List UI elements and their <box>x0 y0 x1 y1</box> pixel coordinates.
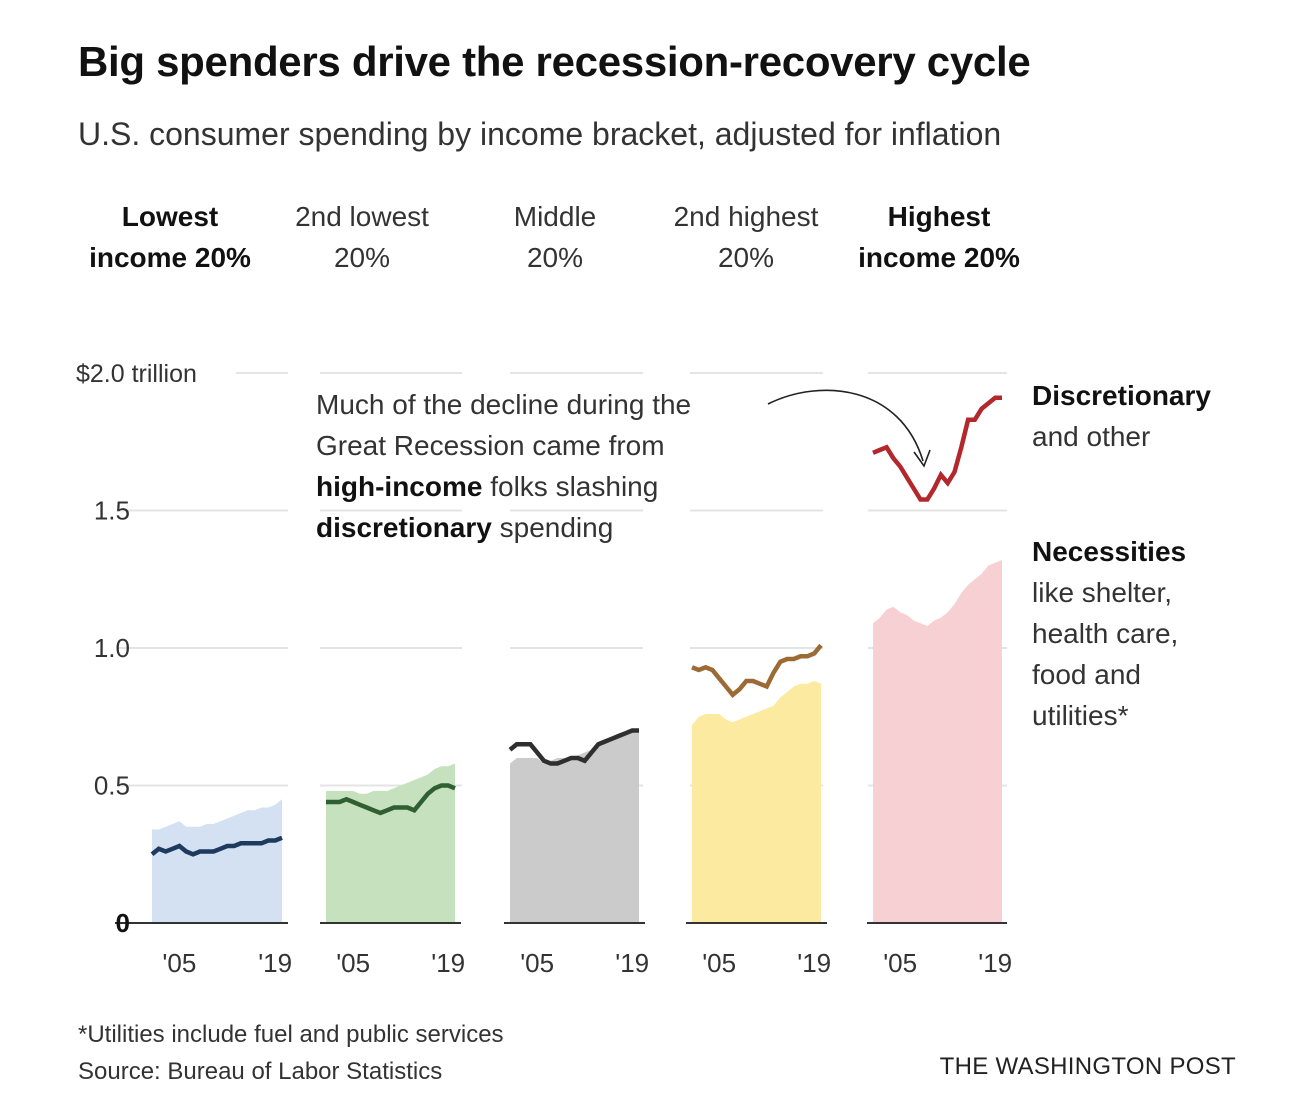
chart-title: Big spenders drive the recession-recover… <box>78 38 1031 85</box>
legend-necessities-line: utilities* <box>1032 700 1129 731</box>
legend-necessities-line: like shelter, <box>1032 577 1173 608</box>
necessities-area <box>873 560 1002 923</box>
annotation-bold-high-income: high-income <box>316 471 483 502</box>
legend-necessities-line: health care, <box>1032 618 1179 649</box>
total-spending-line <box>150 835 283 857</box>
annotation-line-4: discretionary spending <box>316 507 691 548</box>
annotation-line-4-rest: spending <box>491 512 614 543</box>
annotation-line-1: Much of the decline during the <box>316 389 692 420</box>
source-line: Source: Bureau of Labor Statistics <box>78 1058 443 1085</box>
legend-necessities-line: food and <box>1032 659 1141 690</box>
x-tick-label: '05 <box>336 948 370 978</box>
necessities-area <box>152 799 282 923</box>
x-tick-label: '19 <box>431 948 465 978</box>
panel-4: '05 '19 <box>686 643 831 978</box>
chart-subtitle: U.S. consumer spending by income bracket… <box>78 116 1002 152</box>
column-header-line-2: income 20% <box>89 242 251 273</box>
column-header-2: 2nd lowest 20% <box>252 196 472 278</box>
annotation-arrowhead <box>913 449 931 468</box>
y-tick-label: $2.0 trillion <box>76 360 197 388</box>
column-header-line-1: 2nd lowest <box>295 201 429 232</box>
panel-1: '05 '19 <box>115 799 292 978</box>
x-tick-label: '05 <box>883 948 917 978</box>
x-tick-label: '19 <box>797 948 831 978</box>
x-tick-label: '19 <box>615 948 649 978</box>
publisher-credit: THE WASHINGTON POST <box>939 1053 1236 1080</box>
annotation-line-3: high-income folks slashing <box>316 466 691 507</box>
total-spending-line <box>326 783 456 816</box>
recession-annotation: Much of the decline during the Great Rec… <box>316 384 691 548</box>
x-tick-label: '19 <box>258 948 292 978</box>
column-header-line-1: Middle <box>513 201 597 232</box>
column-header-line-2: 20% <box>333 242 391 273</box>
annotation-arrow <box>767 389 924 462</box>
x-tick-label: '05 <box>702 948 736 978</box>
column-header-line-2: income 20% <box>858 242 1020 273</box>
column-header-3: Middle 20% <box>445 196 665 278</box>
column-header-line-2: 20% <box>717 242 775 273</box>
panel-3: '05 '19 <box>504 728 649 978</box>
x-tick-label: '05 <box>162 948 196 978</box>
column-header-4: 2nd highest 20% <box>636 196 856 278</box>
panel-5: '05 '19 <box>867 395 1012 978</box>
annotation-line-2: Great Recession came from <box>316 430 665 461</box>
column-header-line-1: 2nd highest <box>673 201 819 232</box>
column-header-line-1: Lowest <box>121 201 219 232</box>
total-spending-line <box>872 395 1002 502</box>
column-header-line-1: Highest <box>887 201 991 232</box>
total-spending-line <box>508 728 639 766</box>
y-tick-label: 0.5 <box>94 771 130 801</box>
legend-necessities: Necessities like shelter, health care, f… <box>1032 531 1186 736</box>
necessities-area <box>510 730 639 923</box>
panel-2: '05 '19 <box>320 763 465 978</box>
x-tick-label: '19 <box>978 948 1012 978</box>
column-header-5: Highest income 20% <box>829 196 1049 278</box>
annotation-bold-discretionary: discretionary <box>316 512 492 543</box>
column-header-line-2: 20% <box>526 242 584 273</box>
legend-discretionary-subtitle: and other <box>1032 421 1151 452</box>
annotation-line-3-rest: folks slashing <box>482 471 659 502</box>
necessities-area <box>692 681 821 923</box>
footnote-utilities: *Utilities include fuel and public servi… <box>78 1021 504 1048</box>
footnotes: *Utilities include fuel and public servi… <box>78 1016 504 1090</box>
y-tick-label: 0 <box>116 908 130 938</box>
total-spending-line <box>691 643 823 698</box>
legend-discretionary-title: Discretionary <box>1032 380 1211 411</box>
column-header-1: Lowest income 20% <box>60 196 280 278</box>
x-tick-label: '05 <box>520 948 554 978</box>
legend-necessities-title: Necessities <box>1032 536 1187 567</box>
legend-discretionary: Discretionary and other <box>1032 375 1211 457</box>
y-tick-label: 1.5 <box>94 496 130 526</box>
y-tick-label: 1.0 <box>94 633 130 663</box>
